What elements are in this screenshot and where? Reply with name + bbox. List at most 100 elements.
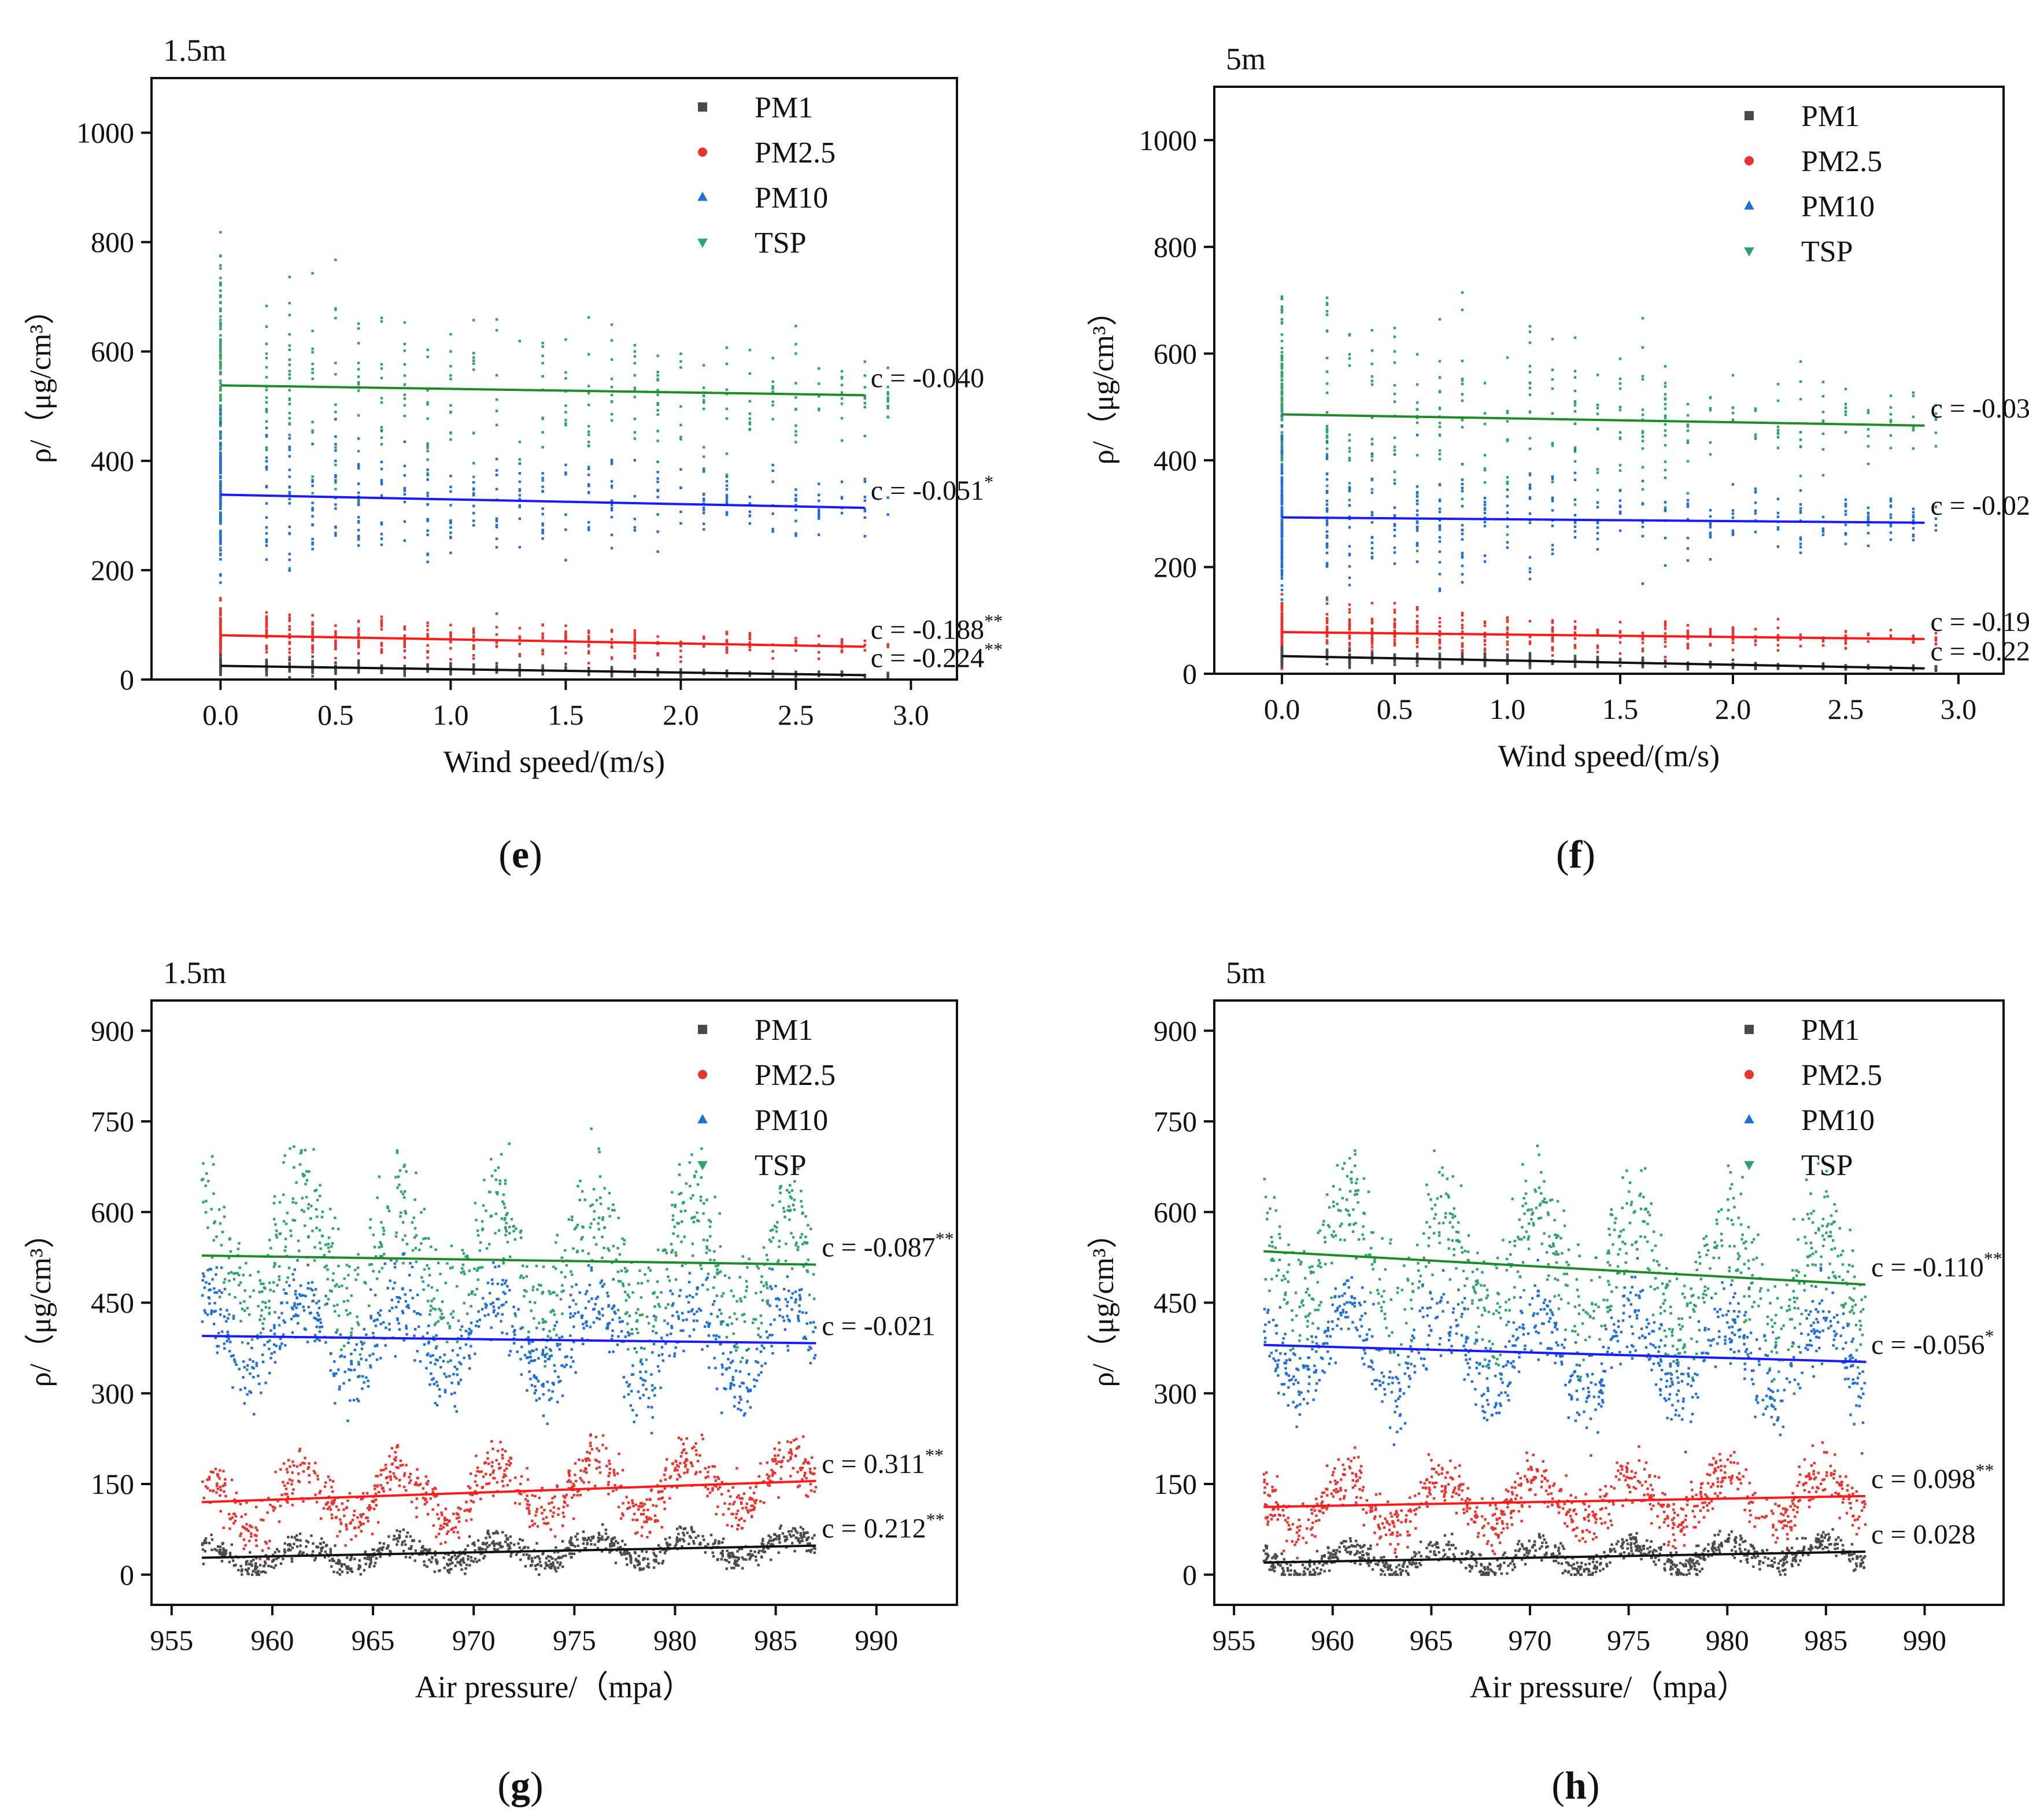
data-point (1280, 346, 1284, 350)
data-point (773, 1224, 777, 1228)
data-point (1280, 424, 1284, 427)
data-point (472, 512, 475, 515)
data-point (1370, 622, 1374, 625)
data-point (333, 1310, 337, 1313)
data-point (603, 1226, 606, 1230)
data-point (334, 1216, 337, 1220)
data-point (1889, 420, 1893, 423)
x-tick-label: 3.0 (1941, 693, 1977, 725)
data-point (736, 1346, 739, 1349)
data-point (265, 389, 268, 392)
data-point (1325, 424, 1329, 428)
data-point (350, 1334, 353, 1337)
data-point (768, 1267, 771, 1270)
data-point (696, 1183, 700, 1186)
data-point (255, 1364, 258, 1367)
data-point (1528, 325, 1532, 328)
data-point (812, 1297, 816, 1300)
data-point (1393, 384, 1396, 387)
data-point (1483, 525, 1487, 527)
data-point (1416, 499, 1419, 502)
data-point (1280, 356, 1284, 360)
data-point (1461, 611, 1464, 615)
data-point (1325, 565, 1329, 568)
data-point (610, 460, 613, 463)
data-point (886, 415, 889, 418)
data-point (771, 657, 774, 660)
data-point (1641, 641, 1644, 644)
data-point (666, 1322, 670, 1325)
data-point (1416, 485, 1419, 488)
data-point (1889, 531, 1893, 534)
data-point (552, 1382, 555, 1385)
data-point (357, 667, 360, 671)
data-point (1867, 640, 1870, 643)
data-point (430, 1300, 433, 1302)
data-point (219, 649, 222, 652)
data-point (617, 1280, 620, 1283)
data-point (1641, 447, 1644, 450)
data-point (1280, 646, 1284, 649)
data-point (212, 1163, 215, 1166)
data-point (840, 417, 844, 420)
data-point (608, 1322, 611, 1325)
data-point (472, 492, 475, 495)
data-point (400, 1211, 402, 1214)
data-point (1348, 439, 1351, 442)
data-point (677, 1317, 681, 1320)
data-point (1483, 662, 1487, 665)
data-point (725, 646, 729, 649)
data-point (360, 1341, 363, 1343)
data-point (541, 1290, 545, 1294)
data-point (703, 511, 705, 515)
data-point (288, 433, 291, 437)
data-point (804, 1235, 807, 1238)
data-point (403, 489, 406, 492)
data-point (1889, 413, 1893, 416)
data-point (1280, 454, 1284, 457)
data-point (219, 597, 222, 600)
data-point (1506, 656, 1509, 659)
data-point (426, 519, 429, 522)
data-point (629, 1404, 633, 1407)
data-point (794, 508, 797, 511)
data-point (1461, 614, 1464, 617)
data-point (1664, 403, 1667, 406)
data-point (1438, 625, 1442, 628)
data-point (703, 386, 705, 389)
data-point (472, 488, 475, 491)
data-point (291, 1219, 294, 1221)
data-point (765, 1283, 768, 1286)
data-point (416, 1350, 419, 1353)
data-point (449, 672, 452, 675)
data-point (1370, 618, 1374, 621)
data-point (265, 356, 268, 360)
data-point (671, 1314, 674, 1317)
data-point (1416, 421, 1419, 424)
data-point (1596, 404, 1599, 407)
correlation-label: c = -0.229** (1931, 632, 2029, 667)
data-point (1280, 593, 1284, 596)
data-point (383, 1253, 386, 1256)
data-point (360, 1357, 363, 1360)
data-point (494, 1169, 497, 1172)
data-point (444, 1282, 447, 1284)
data-point (219, 405, 222, 408)
data-point (403, 520, 406, 523)
data-point (1551, 442, 1554, 445)
data-point (327, 1242, 330, 1246)
data-point (692, 1194, 694, 1197)
data-point (638, 1269, 641, 1272)
data-point (391, 1287, 395, 1290)
data-point (357, 639, 360, 643)
data-point (631, 1332, 634, 1335)
data-point (771, 385, 774, 388)
data-point (1438, 526, 1442, 529)
data-point (272, 1290, 275, 1293)
data-point (1438, 561, 1442, 564)
data-point (593, 1236, 596, 1239)
data-point (570, 1356, 573, 1359)
data-point (840, 641, 844, 645)
data-point (405, 1324, 408, 1327)
data-point (657, 1354, 660, 1357)
